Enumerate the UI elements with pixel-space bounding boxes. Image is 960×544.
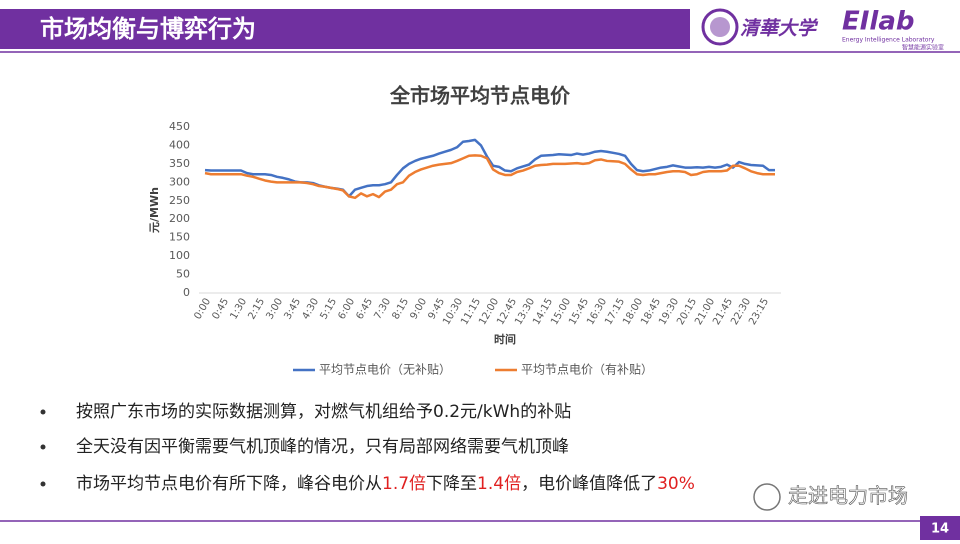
bullet-text: 市场平均节点电价有所下降，峰谷电价从1.7倍下降至1.4倍，电价峰值降低了30%: [76, 474, 695, 494]
y-tick-label: 400: [169, 138, 190, 151]
page-number: 14: [931, 522, 949, 537]
y-tick-label: 350: [169, 157, 190, 170]
watermark-icon: [753, 483, 781, 511]
bullet-segment: 30%: [657, 474, 695, 494]
header-bar: [0, 9, 690, 49]
bullet-dot: [40, 444, 46, 450]
series-line: [204, 154, 775, 200]
bullet-segment: 按照广东市场的实际数据测算，对燃气机组给予0.2元/kWh的补贴: [76, 402, 571, 422]
lab-cn: 智慧能源实验室: [902, 44, 944, 52]
bullet-segment: 1.4倍: [477, 474, 521, 494]
y-tick-label: 300: [169, 175, 190, 188]
watermark: 走进电力市场: [788, 484, 908, 508]
logo-seal: [701, 8, 739, 46]
slide-title: 市场均衡与博弈行为: [40, 15, 256, 43]
y-tick-label: 100: [169, 249, 190, 262]
logo-seal-inner: [710, 17, 730, 37]
bullet-segment: 市场平均节点电价有所下降，峰谷电价从: [76, 474, 382, 494]
y-axis-label: 元/MWh: [148, 187, 161, 233]
bullets: 按照广东市场的实际数据测算，对燃气机组给予0.2元/kWh的补贴全天没有因平衡需…: [40, 402, 695, 494]
legend-label: 平均节点电价（无补贴）: [319, 363, 451, 377]
bullet-text: 全天没有因平衡需要气机顶峰的情况，只有局部网络需要气机顶峰: [76, 437, 569, 457]
bullet-segment: ，电价峰值降低了: [521, 474, 657, 494]
bullet-dot: [40, 409, 46, 415]
lab-subtitle: Energy Intelligence Laboratory: [842, 37, 935, 44]
bullet-segment: 下降至: [426, 474, 477, 494]
y-tick-label: 200: [169, 212, 190, 225]
y-tick-label: 450: [169, 120, 190, 133]
y-tick-label: 250: [169, 194, 190, 207]
logo-text: 清華大学: [740, 18, 819, 40]
lab-name: EIlab: [842, 7, 915, 37]
bullet-segment: 1.7倍: [382, 474, 426, 494]
bullet-segment: 全天没有因平衡需要气机顶峰的情况，只有局部网络需要气机顶峰: [76, 437, 569, 457]
y-tick-label: 150: [169, 231, 190, 244]
bullet-text: 按照广东市场的实际数据测算，对燃气机组给予0.2元/kWh的补贴: [76, 402, 571, 422]
y-tick-label: 50: [176, 268, 190, 281]
legend-label: 平均节点电价（有补贴）: [521, 363, 653, 377]
page-number-box: [920, 516, 960, 540]
bullet-dot: [40, 481, 46, 487]
chart-title: 全市场平均节点电价: [389, 84, 571, 108]
y-tick-label: 0: [183, 286, 190, 299]
x-axis-label: 时间: [494, 332, 516, 346]
